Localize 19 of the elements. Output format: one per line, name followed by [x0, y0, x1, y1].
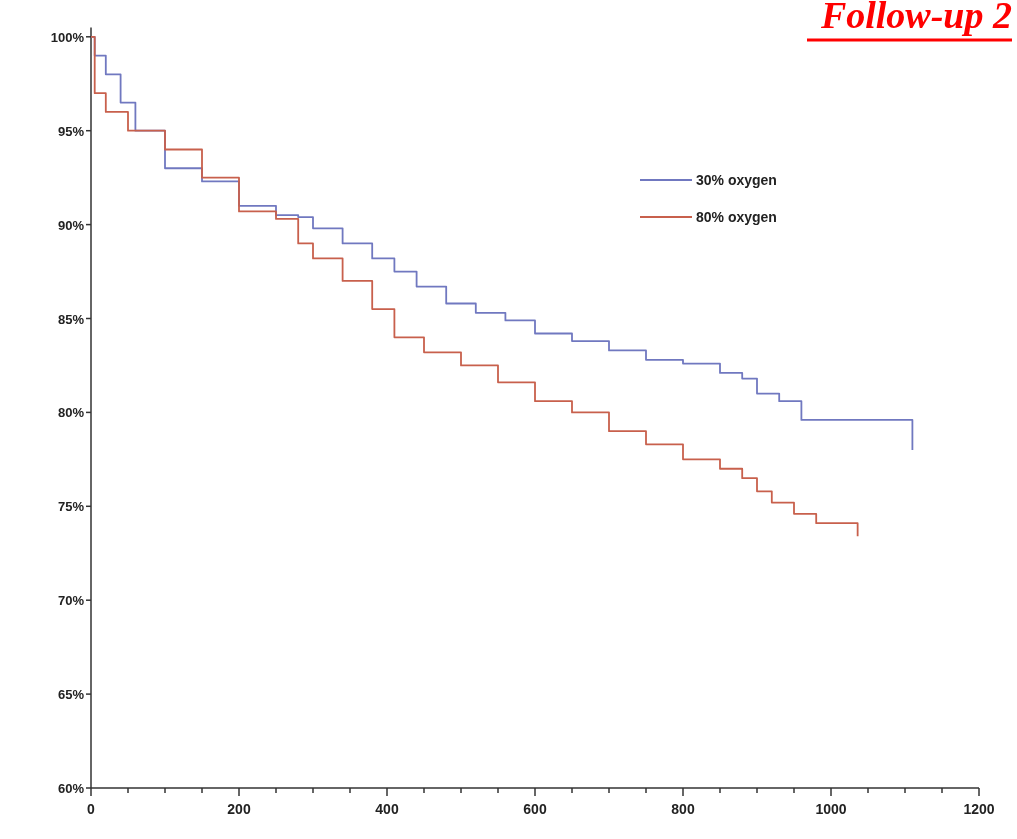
- chart-title: Follow-up 2: [819, 0, 1012, 36]
- y-tick-label: 90%: [57, 217, 85, 233]
- y-tick-label: 80%: [57, 405, 85, 421]
- x-tick-label: 200: [227, 801, 251, 817]
- x-tick-label: 1000: [815, 801, 847, 817]
- y-tick-label: 75%: [57, 499, 85, 515]
- y-tick-label: 70%: [57, 593, 85, 609]
- y-tick-label: 100%: [50, 29, 85, 45]
- x-tick-label: 1200: [963, 801, 995, 817]
- x-tick-label: 600: [523, 801, 547, 817]
- x-tick-label: 800: [671, 801, 695, 817]
- x-tick-label: 400: [375, 801, 399, 817]
- y-tick-label: 95%: [57, 123, 85, 139]
- legend-label: 30% oxygen: [696, 172, 777, 188]
- y-tick-label: 60%: [57, 781, 85, 796]
- legend-label: 80% oxygen: [696, 209, 777, 225]
- y-tick-label: 65%: [57, 687, 85, 703]
- y-tick-label: 85%: [57, 311, 85, 327]
- x-tick-label: 0: [87, 801, 96, 817]
